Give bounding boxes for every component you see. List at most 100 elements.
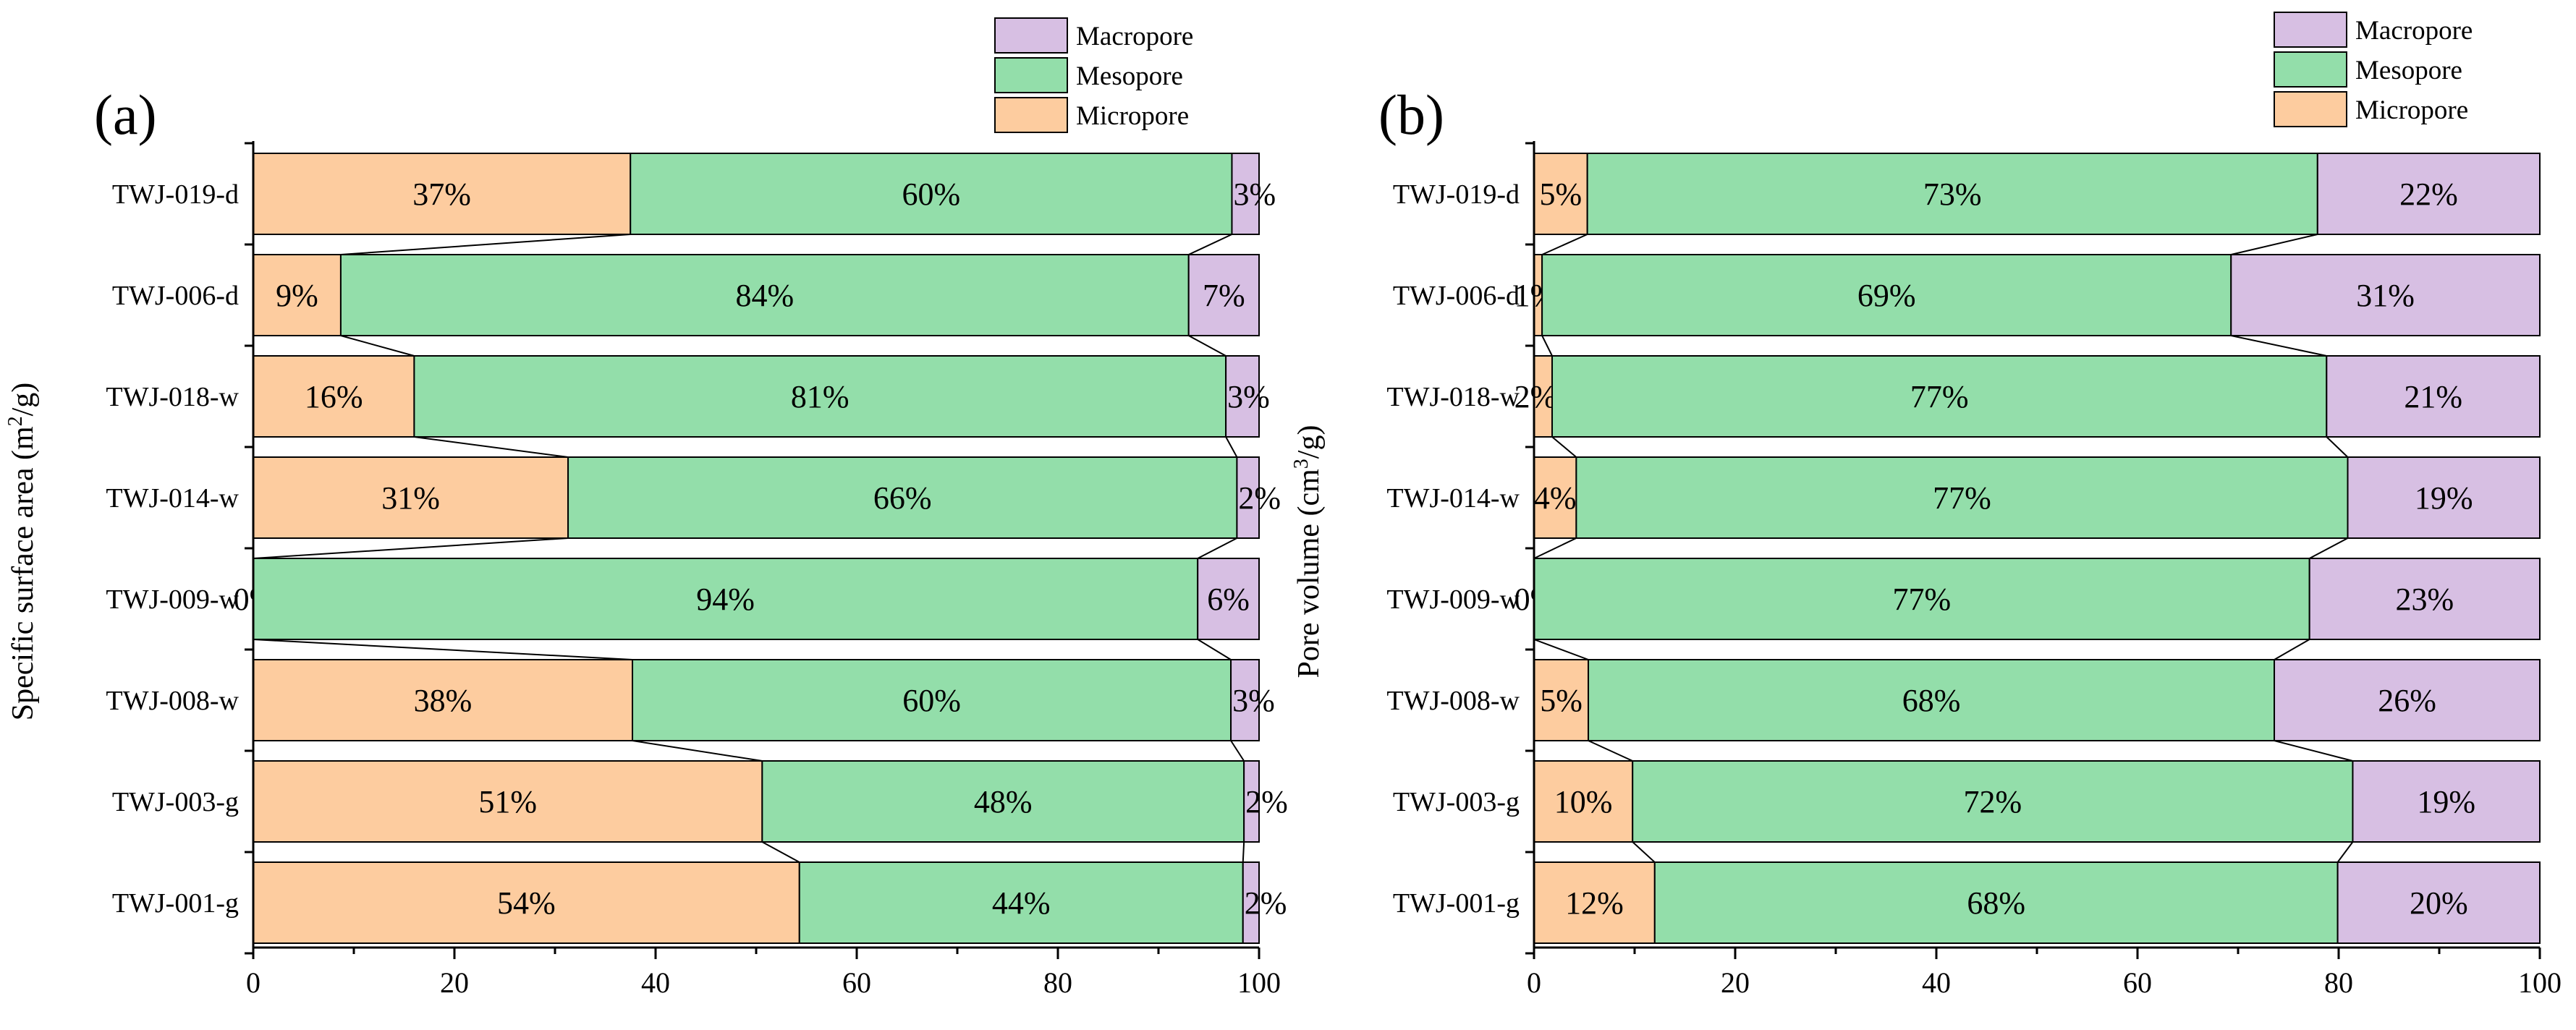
data-label-mesopore: 69% — [1857, 278, 1916, 313]
bar-micropore-twj-019-d — [1533, 153, 1588, 235]
data-label-mesopore: 77% — [1933, 480, 1991, 516]
data-label-mesopore: 44% — [992, 885, 1051, 921]
connector-line — [2326, 436, 2349, 458]
data-label-macropore: 19% — [2417, 784, 2475, 820]
x-tick-label: 80 — [1043, 966, 1072, 999]
x-tick-label: 100 — [1237, 966, 1281, 999]
x-tick-label: 0 — [246, 966, 260, 999]
category-label: TWJ-006-d — [112, 281, 239, 311]
panel-label: (a) — [94, 83, 157, 146]
legend: Macropore Mesopore Micropore — [2274, 12, 2473, 127]
category-label: TWJ-003-g — [1393, 787, 1520, 817]
category-label: TWJ-019-d — [112, 179, 239, 210]
bar-macropore-twj-003-g — [2352, 760, 2541, 843]
bar-micropore-twj-014-w — [253, 456, 569, 539]
bar-macropore-twj-003-g — [1243, 760, 1261, 843]
connector-line — [2231, 335, 2327, 357]
connector-line — [340, 335, 415, 357]
legend-swatch-micropore — [994, 97, 1068, 133]
bar-macropore-twj-009-w — [1197, 558, 1260, 640]
data-label-mesopore: 60% — [902, 176, 961, 212]
bar-micropore-twj-018-w — [253, 355, 415, 438]
bar-mesopore-twj-003-g — [761, 760, 1245, 843]
data-label-macropore: 2% — [1245, 784, 1288, 820]
bar-mesopore-twj-006-d — [339, 254, 1190, 336]
connector-line — [1541, 234, 1588, 255]
connector-line — [1533, 537, 1577, 559]
legend-swatch-mesopore — [994, 57, 1068, 93]
connector-line — [1588, 740, 1633, 762]
data-label-mesopore: 77% — [1893, 582, 1952, 617]
data-label-macropore: 2% — [1245, 885, 1287, 921]
bar-macropore-twj-019-d — [2316, 153, 2541, 235]
data-label-macropore: 20% — [2410, 885, 2468, 921]
bar-mesopore-twj-009-w — [1533, 558, 2310, 640]
x-tick-label: 40 — [1922, 966, 1951, 999]
connector-line — [1533, 639, 1589, 660]
data-label-macropore: 3% — [1227, 379, 1270, 414]
data-label-mesopore: 68% — [1902, 683, 1961, 718]
bar-macropore-twj-018-w — [1225, 355, 1261, 438]
category-label: TWJ-019-d — [1393, 179, 1520, 210]
connector-line — [2274, 639, 2310, 660]
connector-line — [1188, 335, 1226, 357]
connector-line — [1632, 841, 1656, 863]
category-label: TWJ-014-w — [106, 483, 239, 514]
data-label-macropore: 21% — [2404, 379, 2462, 414]
bar-mesopore-twj-018-w — [1551, 355, 2328, 438]
y-axis-label: Specific surface area (m2/g) — [4, 383, 41, 721]
data-label-macropore: 3% — [1232, 683, 1275, 718]
x-tick-label: 60 — [842, 966, 871, 999]
bar-macropore-twj-008-w — [1230, 659, 1260, 741]
data-label-macropore: 23% — [2396, 582, 2454, 617]
bar-mesopore-twj-019-d — [630, 153, 1233, 235]
bar-micropore-twj-001-g — [1533, 861, 1656, 944]
connector-line — [2336, 841, 2354, 863]
category-label: TWJ-018-w — [106, 382, 239, 412]
legend-label-mesopore: Mesopore — [1076, 61, 1183, 91]
data-label-micropore: 31% — [381, 480, 440, 516]
data-label-mesopore: 94% — [696, 582, 755, 617]
data-label-mesopore: 73% — [1923, 176, 1982, 212]
data-label-mesopore: 77% — [1910, 379, 1969, 414]
data-label-macropore: 19% — [2415, 480, 2473, 516]
connector-line — [1242, 841, 1245, 863]
legend-label-macropore: Macropore — [2355, 16, 2473, 46]
data-label-mesopore: 66% — [873, 480, 932, 516]
legend-label-micropore: Micropore — [2355, 95, 2468, 125]
data-label-micropore: 16% — [305, 379, 363, 414]
legend: Macropore Mesopore Micropore — [994, 17, 1193, 133]
bar-micropore-twj-003-g — [253, 760, 763, 843]
connector-line — [1197, 639, 1232, 660]
data-label-macropore: 22% — [2399, 176, 2458, 212]
x-tick-label: 40 — [641, 966, 670, 999]
bar-mesopore-twj-003-g — [1632, 760, 2354, 843]
data-label-macropore: 6% — [1207, 582, 1250, 617]
data-label-micropore: 12% — [1565, 885, 1624, 921]
bar-mesopore-twj-006-d — [1541, 254, 2232, 336]
legend-label-macropore: Macropore — [1076, 22, 1193, 51]
category-label: TWJ-014-w — [1386, 483, 1520, 514]
data-label-mesopore: 48% — [974, 784, 1033, 820]
x-tick-label: 60 — [2123, 966, 2152, 999]
panel-label: (b) — [1378, 83, 1444, 146]
connector-line — [253, 639, 633, 660]
connector-line — [340, 234, 631, 255]
bar-mesopore-twj-019-d — [1586, 153, 2318, 235]
connector-line — [2231, 234, 2318, 255]
connector-line — [632, 740, 763, 762]
bar-macropore-twj-014-w — [2347, 456, 2541, 539]
x-tick-label: 20 — [1721, 966, 1750, 999]
category-label: TWJ-018-w — [1386, 382, 1520, 412]
data-label-macropore: 2% — [1238, 480, 1281, 516]
legend-swatch-macropore — [2274, 12, 2347, 48]
data-label-micropore: 5% — [1540, 683, 1583, 718]
data-label-micropore: 5% — [1540, 176, 1583, 212]
category-label: TWJ-003-g — [112, 787, 239, 817]
data-label-micropore: 51% — [478, 784, 537, 820]
panel-a: 37% 60% 3% TWJ-019-d 9% 84% 7% TWJ-006-d 16% 81% 3… — [4, 17, 1288, 999]
data-label-mesopore: 84% — [735, 278, 794, 313]
connector-line — [761, 841, 800, 863]
